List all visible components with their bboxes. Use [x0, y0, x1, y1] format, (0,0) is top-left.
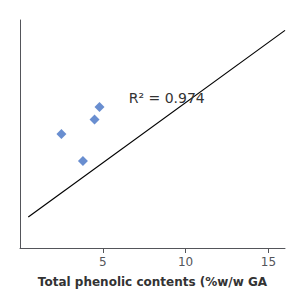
svg-text:15: 15 — [261, 255, 276, 269]
svg-text:R² = 0.974: R² = 0.974 — [129, 90, 205, 106]
svg-text:Total phenolic contents (%w/w: Total phenolic contents (%w/w GA — [38, 275, 268, 289]
svg-text:5: 5 — [99, 255, 107, 269]
svg-text:10: 10 — [178, 255, 193, 269]
